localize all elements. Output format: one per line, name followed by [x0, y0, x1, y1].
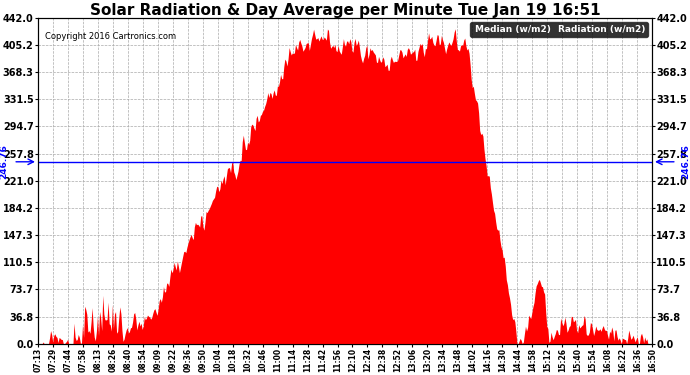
Text: 246.76: 246.76: [0, 144, 8, 179]
Text: Copyright 2016 Cartronics.com: Copyright 2016 Cartronics.com: [45, 32, 176, 41]
Title: Solar Radiation & Day Average per Minute Tue Jan 19 16:51: Solar Radiation & Day Average per Minute…: [90, 3, 600, 18]
Legend: Median (w/m2), Radiation (w/m2): Median (w/m2), Radiation (w/m2): [470, 22, 648, 37]
Text: 246.76: 246.76: [682, 144, 690, 179]
